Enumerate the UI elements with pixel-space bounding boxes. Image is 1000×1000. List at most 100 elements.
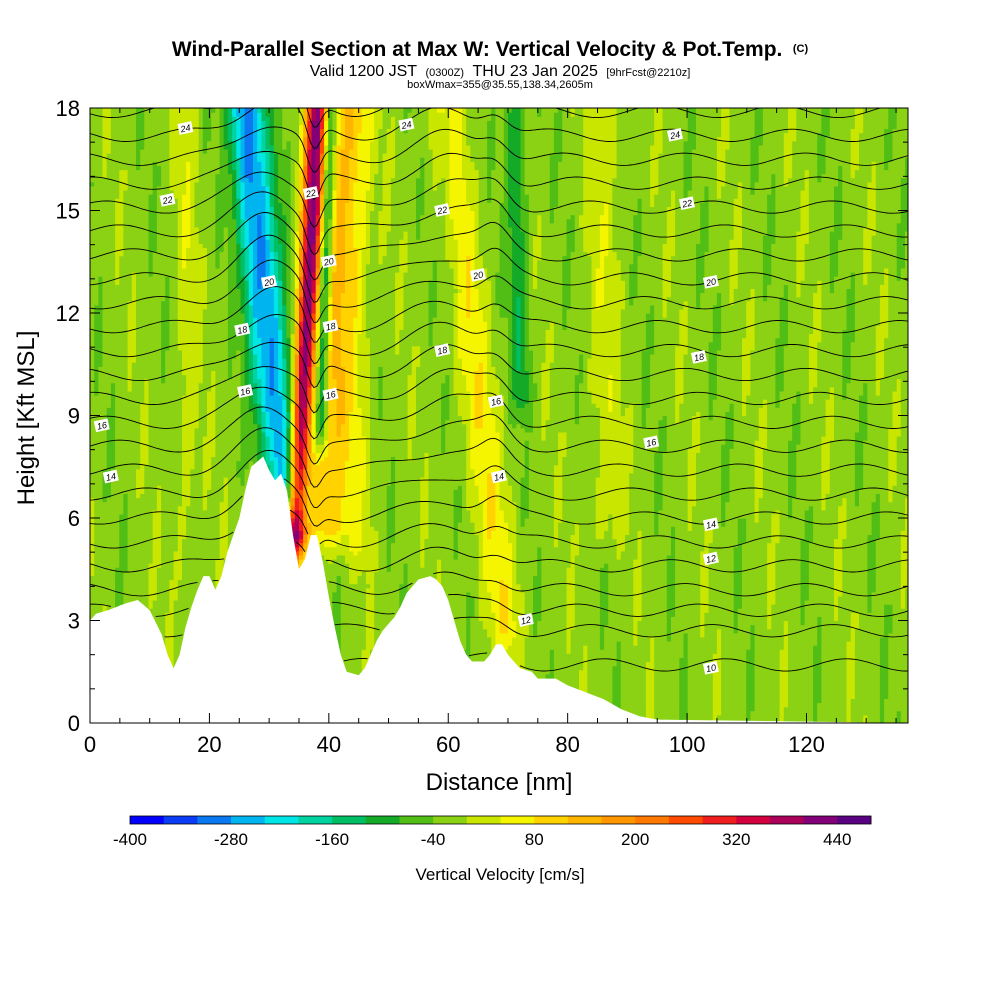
velocity-cell (194, 382, 200, 388)
velocity-cell (190, 542, 196, 548)
velocity-cell (90, 329, 95, 335)
velocity-cell (94, 608, 99, 613)
velocity-cell (198, 231, 204, 236)
velocity-cell (140, 329, 145, 335)
velocity-cell (144, 140, 150, 146)
velocity-cell (98, 386, 104, 392)
velocity-cell (211, 190, 216, 195)
velocity-cell (90, 337, 95, 343)
velocity-cell (223, 509, 229, 515)
velocity-cell (110, 108, 116, 113)
velocity-cell (115, 284, 120, 289)
velocity-cell (94, 460, 99, 466)
velocity-cell (106, 468, 112, 474)
velocity-cell (223, 538, 229, 544)
velocity-cell (173, 522, 179, 527)
velocity-cell (211, 181, 216, 187)
velocity-cell (207, 231, 212, 236)
velocity-cell (98, 214, 104, 220)
velocity-cell (156, 366, 162, 371)
velocity-cell (182, 153, 187, 158)
velocity-cell (152, 280, 158, 285)
velocity-cell (194, 452, 200, 458)
velocity-cell (173, 382, 179, 388)
velocity-cell (190, 554, 196, 560)
velocity-cell (182, 226, 187, 232)
velocity-cell (102, 505, 108, 511)
velocity-cell (106, 206, 112, 212)
velocity-cell (169, 112, 175, 117)
velocity-cell (219, 288, 225, 294)
velocity-cell (98, 509, 104, 515)
velocity-cell (106, 534, 112, 540)
velocity-cell (190, 423, 196, 429)
velocity-cell (152, 575, 158, 581)
velocity-cell (115, 382, 120, 388)
velocity-cell (90, 600, 95, 605)
velocity-cell (169, 190, 175, 195)
velocity-cell (144, 411, 150, 417)
velocity-cell (173, 206, 179, 212)
velocity-cell (152, 587, 158, 593)
velocity-cell (169, 169, 175, 175)
velocity-cell (165, 239, 170, 244)
velocity-cell (90, 419, 95, 425)
velocity-cell (115, 567, 120, 572)
velocity-cell (198, 169, 204, 175)
velocity-cell (148, 604, 154, 609)
velocity-cell (161, 431, 166, 437)
velocity-cell (161, 628, 166, 634)
velocity-cell (156, 472, 162, 478)
velocity-cell (106, 554, 112, 560)
velocity-cell (148, 333, 154, 339)
velocity-cell (140, 202, 145, 207)
velocity-cell (131, 149, 137, 154)
velocity-cell (186, 263, 191, 269)
velocity-cell (223, 198, 229, 203)
velocity-cell (165, 190, 170, 195)
velocity-cell (140, 505, 145, 511)
velocity-cell (190, 587, 196, 593)
velocity-cell (198, 177, 204, 183)
velocity-cell (115, 317, 120, 322)
velocity-cell (106, 296, 112, 302)
velocity-cell (127, 157, 133, 162)
velocity-cell (223, 181, 229, 187)
velocity-cell (165, 575, 170, 581)
velocity-cell (190, 259, 196, 265)
velocity-cell (115, 587, 120, 593)
velocity-cell (156, 608, 162, 613)
velocity-cell (215, 513, 221, 519)
velocity-cell (136, 583, 141, 589)
velocity-cell (182, 276, 187, 281)
velocity-cell (182, 214, 187, 220)
velocity-cell (136, 431, 141, 437)
velocity-cell (186, 288, 191, 294)
velocity-cell (136, 456, 141, 462)
velocity-cell (94, 251, 99, 257)
velocity-cell (119, 108, 125, 113)
velocity-cell (119, 280, 125, 285)
velocity-cell (102, 436, 108, 441)
velocity-cell (152, 226, 158, 232)
velocity-cell (90, 235, 95, 240)
velocity-cell (215, 382, 221, 388)
velocity-cell (211, 206, 216, 212)
velocity-cell (131, 313, 137, 318)
velocity-cell (177, 255, 183, 261)
velocity-cell (190, 255, 196, 261)
velocity-cell (161, 612, 166, 617)
velocity-cell (211, 468, 216, 474)
velocity-cell (144, 374, 150, 380)
velocity-cell (219, 226, 225, 232)
velocity-cell (140, 497, 145, 503)
velocity-cell (123, 226, 129, 232)
velocity-cell (115, 530, 120, 535)
velocity-cell (211, 550, 216, 556)
velocity-cell (136, 173, 141, 179)
velocity-cell (115, 341, 120, 347)
velocity-cell (123, 247, 129, 253)
velocity-cell (173, 247, 179, 253)
velocity-cell (169, 456, 175, 462)
velocity-cell (215, 325, 221, 330)
